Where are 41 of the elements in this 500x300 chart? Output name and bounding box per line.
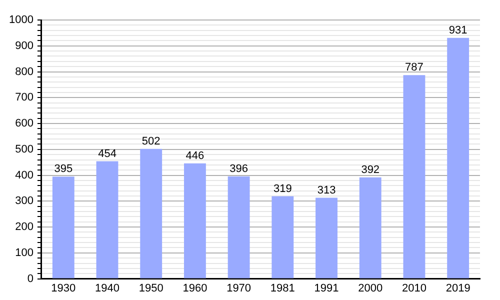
data-label: 446 xyxy=(186,150,204,162)
data-label: 931 xyxy=(448,24,468,36)
data-label: 787 xyxy=(405,62,424,74)
y-tick-label: 300 xyxy=(15,195,34,208)
y-tick-label: 600 xyxy=(15,118,34,130)
data-label: 454 xyxy=(98,148,116,160)
x-tick-label: 1930 xyxy=(51,282,76,294)
bar xyxy=(184,163,206,278)
x-tick-label: 1960 xyxy=(182,282,208,294)
x-tick-label: 2019 xyxy=(446,282,470,294)
x-tick-label: 1970 xyxy=(226,282,252,294)
y-tick-label: 200 xyxy=(15,221,34,234)
x-tick-label: 1991 xyxy=(314,282,339,294)
bar xyxy=(447,38,470,278)
data-label: 392 xyxy=(361,164,380,176)
x-tick-label: 2000 xyxy=(358,282,383,294)
x-tick-label: 1981 xyxy=(270,282,295,294)
bar xyxy=(96,161,118,278)
bar xyxy=(359,177,382,278)
data-label: 313 xyxy=(317,184,336,196)
data-label: 502 xyxy=(142,135,160,148)
x-tick-label: 1950 xyxy=(138,282,164,294)
y-tick-label: 700 xyxy=(15,92,34,104)
bar xyxy=(140,148,162,278)
y-tick-label: 400 xyxy=(15,169,34,182)
bar xyxy=(403,75,426,278)
bar xyxy=(316,198,338,278)
data-label: 396 xyxy=(230,162,248,175)
data-label: 395 xyxy=(54,163,73,176)
bar xyxy=(52,176,74,278)
data-label: 319 xyxy=(273,182,292,195)
y-tick-label: 100 xyxy=(15,246,34,259)
y-tick-label: 1000 xyxy=(8,14,34,26)
x-tick-label: 1940 xyxy=(95,282,120,294)
y-tick-label: 800 xyxy=(15,66,34,78)
bar xyxy=(228,176,250,278)
bar xyxy=(272,196,294,278)
y-tick-label: 500 xyxy=(15,143,34,156)
y-tick-label: 900 xyxy=(15,40,34,52)
y-tick-label: 0 xyxy=(27,272,34,285)
x-tick-label: 2010 xyxy=(402,282,426,294)
